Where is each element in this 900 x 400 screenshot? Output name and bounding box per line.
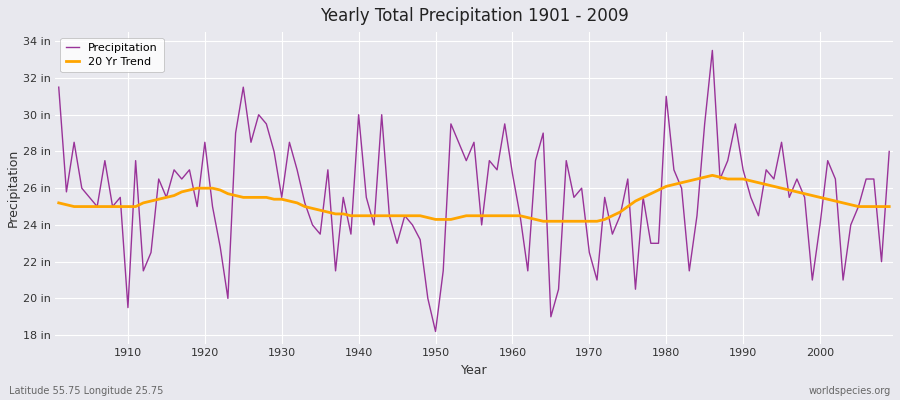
Title: Yearly Total Precipitation 1901 - 2009: Yearly Total Precipitation 1901 - 2009 bbox=[320, 7, 628, 25]
X-axis label: Year: Year bbox=[461, 364, 487, 377]
Text: worldspecies.org: worldspecies.org bbox=[809, 386, 891, 396]
20 Yr Trend bbox=[538, 219, 549, 224]
Precipitation bbox=[507, 171, 517, 176]
20 Yr Trend bbox=[607, 213, 617, 218]
20 Yr Trend bbox=[115, 204, 126, 209]
Precipitation bbox=[115, 195, 126, 200]
20 Yr Trend bbox=[884, 204, 895, 209]
20 Yr Trend bbox=[284, 199, 295, 204]
Legend: Precipitation, 20 Yr Trend: Precipitation, 20 Yr Trend bbox=[60, 38, 164, 72]
Precipitation bbox=[607, 232, 617, 236]
Precipitation bbox=[706, 48, 717, 53]
Precipitation bbox=[515, 213, 526, 218]
20 Yr Trend bbox=[507, 213, 517, 218]
Text: Latitude 55.75 Longitude 25.75: Latitude 55.75 Longitude 25.75 bbox=[9, 386, 164, 396]
20 Yr Trend bbox=[706, 173, 717, 178]
Line: Precipitation: Precipitation bbox=[58, 50, 889, 332]
20 Yr Trend bbox=[330, 212, 341, 216]
Line: 20 Yr Trend: 20 Yr Trend bbox=[58, 175, 889, 221]
Precipitation bbox=[53, 85, 64, 90]
Precipitation bbox=[330, 268, 341, 273]
Y-axis label: Precipitation: Precipitation bbox=[7, 149, 20, 227]
20 Yr Trend bbox=[500, 213, 510, 218]
Precipitation bbox=[284, 140, 295, 145]
Precipitation bbox=[430, 329, 441, 334]
20 Yr Trend bbox=[53, 200, 64, 205]
Precipitation bbox=[884, 149, 895, 154]
